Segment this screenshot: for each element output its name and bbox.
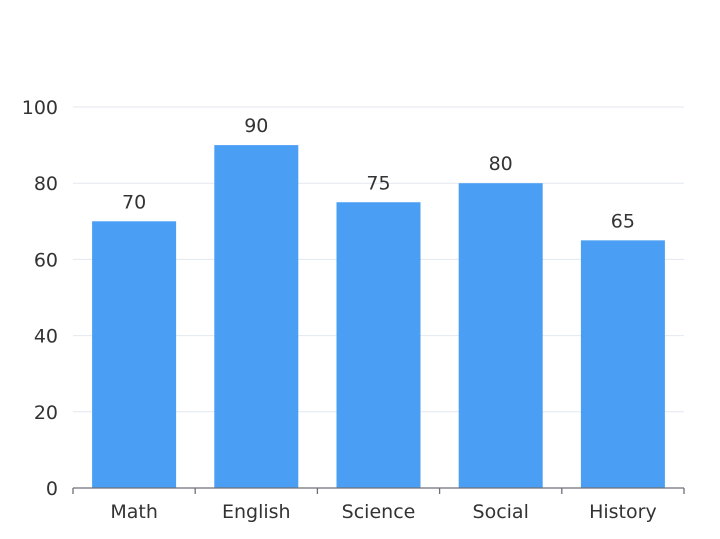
bars	[92, 145, 665, 489]
bar-history[interactable]	[580, 240, 665, 488]
y-tick-label-80: 80	[34, 173, 58, 195]
data-label-history: 65	[611, 210, 635, 232]
y-tick-label-60: 60	[34, 249, 58, 271]
y-tick-label-40: 40	[34, 326, 58, 348]
y-tick-label-100: 100	[22, 97, 58, 119]
bar-math[interactable]	[92, 221, 177, 489]
x-axis	[72, 487, 685, 494]
x-tick-label-social: Social	[473, 501, 529, 523]
x-tick-label-english: English	[222, 501, 291, 523]
bar-english[interactable]	[214, 145, 299, 488]
data-label-math: 70	[122, 191, 146, 213]
data-label-english: 90	[244, 115, 268, 137]
x-tick-label-math: Math	[110, 501, 158, 523]
x-tick-label-science: Science	[342, 501, 416, 523]
data-labels: 70 90 75 80 65	[122, 115, 635, 232]
y-tick-label-20: 20	[34, 402, 58, 424]
bar-social[interactable]	[458, 183, 543, 488]
data-label-social: 80	[489, 153, 513, 175]
x-axis-tick-labels: Math English Science Social History	[110, 501, 656, 523]
y-tick-label-0: 0	[46, 478, 58, 500]
data-label-science: 75	[366, 172, 390, 194]
y-axis-tick-labels: 0 20 40 60 80 100	[22, 97, 58, 500]
bar-science[interactable]	[336, 202, 421, 488]
x-tick-label-history: History	[589, 501, 657, 523]
